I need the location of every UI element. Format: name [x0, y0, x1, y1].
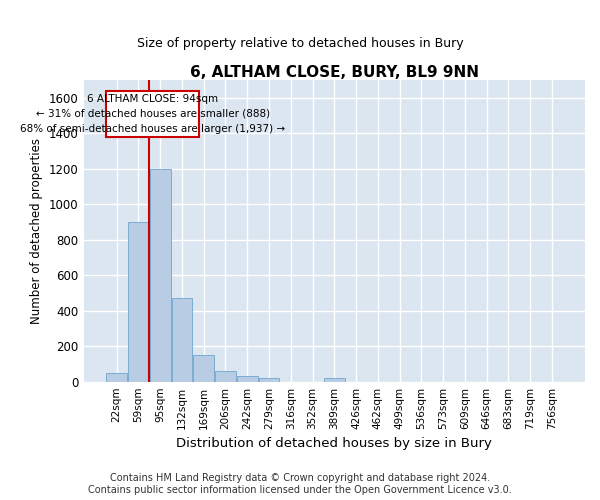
X-axis label: Distribution of detached houses by size in Bury: Distribution of detached houses by size …: [176, 437, 492, 450]
Text: Size of property relative to detached houses in Bury: Size of property relative to detached ho…: [137, 38, 463, 51]
Bar: [150, 168, 170, 382]
Bar: [172, 298, 192, 382]
Text: Contains HM Land Registry data © Crown copyright and database right 2024.
Contai: Contains HM Land Registry data © Crown c…: [88, 474, 512, 495]
Bar: [106, 373, 127, 382]
Bar: [259, 378, 280, 382]
Bar: [324, 378, 344, 382]
Text: 6 ALTHAM CLOSE: 94sqm
← 31% of detached houses are smaller (888)
68% of semi-det: 6 ALTHAM CLOSE: 94sqm ← 31% of detached …: [20, 94, 285, 134]
Y-axis label: Number of detached properties: Number of detached properties: [31, 138, 43, 324]
Bar: [193, 355, 214, 382]
Bar: [237, 376, 257, 382]
FancyBboxPatch shape: [106, 90, 199, 137]
Bar: [215, 371, 236, 382]
Title: 6, ALTHAM CLOSE, BURY, BL9 9NN: 6, ALTHAM CLOSE, BURY, BL9 9NN: [190, 65, 479, 80]
Bar: [128, 222, 149, 382]
